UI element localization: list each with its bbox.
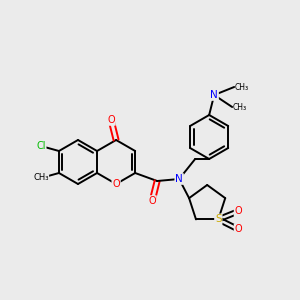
Text: CH₃: CH₃ <box>232 103 246 112</box>
Text: S: S <box>215 214 222 224</box>
Text: CH₃: CH₃ <box>33 173 49 182</box>
Text: Cl: Cl <box>36 141 46 151</box>
Text: O: O <box>112 179 120 189</box>
Text: CH₃: CH₃ <box>234 82 248 91</box>
Text: O: O <box>235 206 242 216</box>
Text: N: N <box>210 90 218 100</box>
Text: O: O <box>148 196 156 206</box>
Text: O: O <box>107 115 115 125</box>
Text: N: N <box>175 174 183 184</box>
Text: O: O <box>235 224 242 234</box>
